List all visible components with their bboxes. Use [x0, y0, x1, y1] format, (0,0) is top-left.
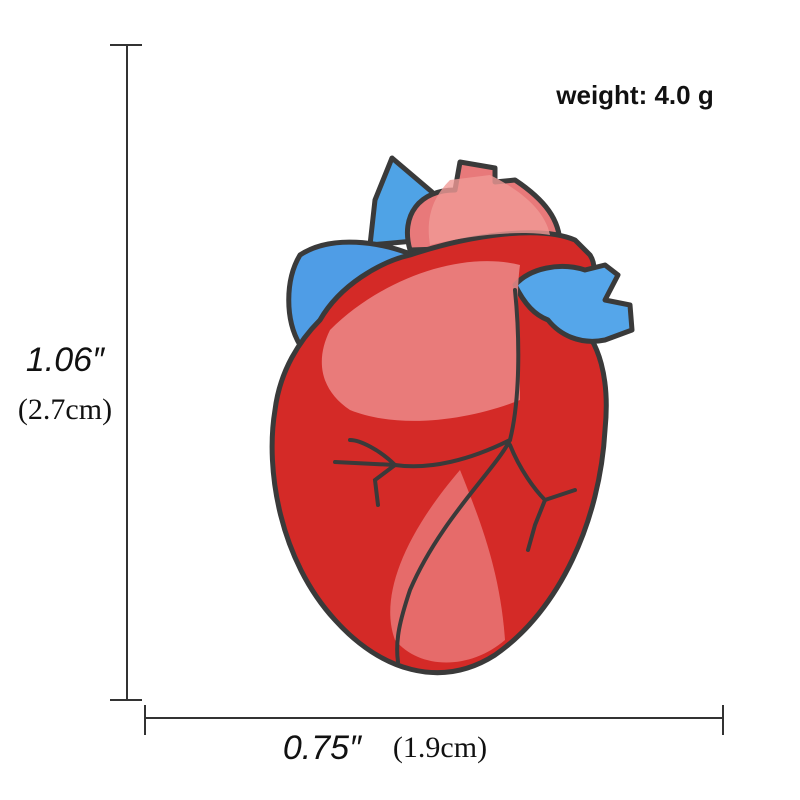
heart-highlight — [321, 175, 550, 663]
width-cm: (1.9cm) — [393, 731, 487, 764]
height-dimension-line — [110, 44, 142, 701]
height-inches: 1.06″ — [26, 341, 105, 379]
heart-vessel-lines — [333, 288, 577, 664]
height-cm: (2.7cm) — [18, 393, 112, 426]
width-dimension-line — [144, 705, 724, 735]
weight-label: weight: 4.0 g — [555, 80, 713, 110]
width-inches: 0.75″ — [283, 729, 362, 767]
